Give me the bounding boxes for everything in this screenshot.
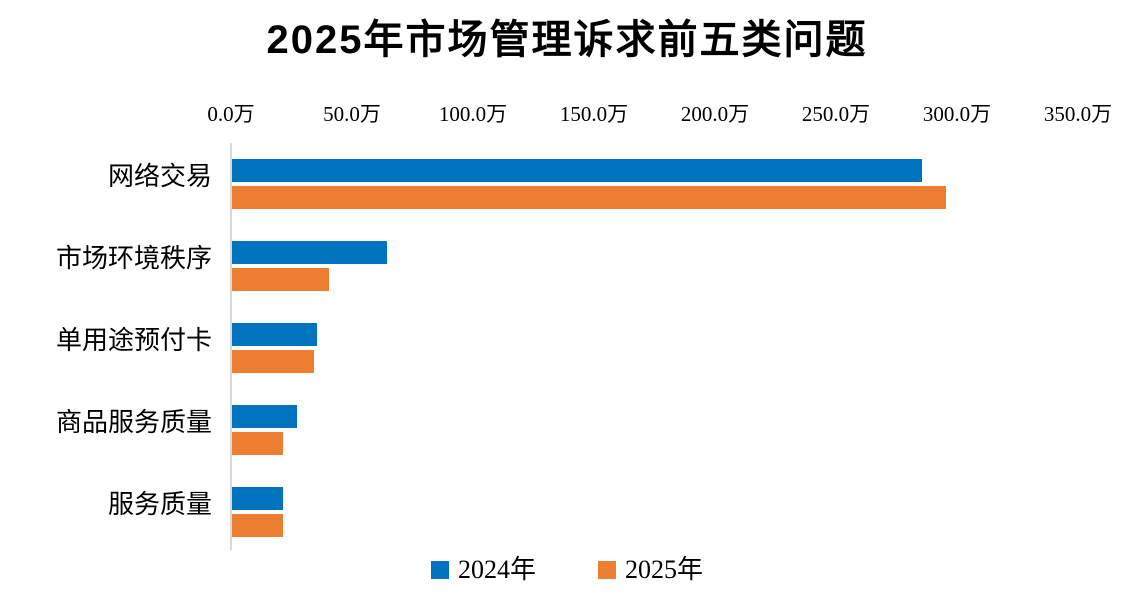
legend-label: 2024年: [457, 555, 536, 584]
x-axis-tick-label: 250.0万: [801, 102, 871, 126]
x-axis-tick-label: 200.0万: [680, 102, 750, 126]
legend-swatch-icon: [598, 561, 616, 579]
bar-2025年-市场环境秩序: [232, 268, 329, 291]
x-axis-tick-label: 150.0万: [559, 102, 629, 126]
legend-swatch-icon: [430, 561, 449, 579]
category-label: 服务质量: [107, 490, 212, 519]
x-axis-tick-label: 100.0万: [438, 102, 508, 126]
legend-item-2024年: 2024年: [430, 555, 536, 584]
x-axis-tick-label: 300.0万: [922, 102, 992, 126]
category-label: 商品服务质量: [55, 408, 212, 437]
x-axis-tick-label: 50.0万: [323, 102, 381, 126]
category-label: 市场环境秩序: [55, 244, 212, 273]
bar-2024年-商品服务质量: [232, 405, 297, 428]
bar-2025年-网络交易: [232, 186, 946, 209]
bar-2025年-服务质量: [232, 514, 283, 537]
bar-2024年-网络交易: [232, 159, 922, 182]
legend-item-2025年: 2025年: [598, 556, 703, 584]
category-label: 单用途预付卡: [55, 326, 212, 355]
y-axis-line: [230, 143, 232, 550]
bar-2024年-服务质量: [232, 487, 283, 510]
bar-2024年-单用途预付卡: [232, 323, 317, 346]
chart-title: 2025年市场管理诉求前五类问题: [266, 18, 868, 62]
legend: 2024年 2025年: [0, 556, 1134, 584]
legend-label: 2025年: [625, 555, 704, 584]
x-axis-tick-label: 350.0万: [1043, 102, 1113, 126]
bar-2025年-单用途预付卡: [232, 350, 314, 373]
bar-2025年-商品服务质量: [232, 432, 283, 455]
x-axis-tick-label: 0.0万: [207, 102, 255, 126]
category-label: 网络交易: [107, 162, 212, 191]
bar-2024年-市场环境秩序: [232, 241, 387, 264]
